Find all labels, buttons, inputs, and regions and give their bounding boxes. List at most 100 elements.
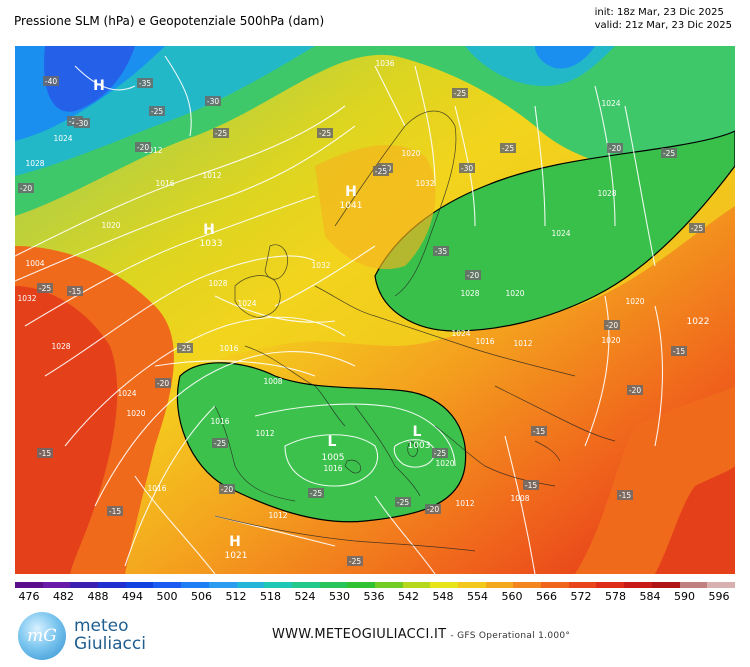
isobar-label: 1012 — [255, 429, 274, 438]
scale-swatch — [568, 582, 597, 588]
temperature-label: -30 — [74, 118, 90, 128]
temperature-label: -25 — [149, 106, 165, 116]
temperature-label: -15 — [671, 346, 687, 356]
temperature-label: -25 — [432, 448, 448, 458]
temperature-label: -25 — [661, 148, 677, 158]
valid-time: valid: 21z Mar, 23 Dic 2025 — [594, 20, 732, 31]
svg-text:-25: -25 — [319, 129, 331, 138]
isobar-label: 1032 — [415, 179, 434, 188]
centre-value: 1021 — [225, 551, 248, 561]
temperature-label: -20 — [465, 270, 481, 280]
temperature-label: -15 — [617, 490, 633, 500]
scale-swatch — [596, 582, 625, 588]
svg-text:-25: -25 — [349, 557, 361, 566]
centre-value: 1022 — [687, 317, 710, 327]
scale-tick-label: 548 — [432, 590, 454, 603]
temperature-label: -20 — [155, 378, 171, 388]
scale-swatch — [70, 582, 99, 588]
scale-swatch — [125, 582, 154, 588]
isobar-labels: 1024 1012 1028 1016 1004 1032 1028 1024 1016 1020… — [17, 59, 644, 520]
svg-text:-25: -25 — [214, 439, 226, 448]
centre-value: 1033 — [200, 239, 223, 249]
isobar-label: 1012 — [202, 171, 221, 180]
scale-tick-label: 584 — [639, 590, 661, 603]
scale-swatch — [624, 582, 652, 588]
scale-tick-label: 494 — [122, 590, 143, 603]
colour-scale — [15, 582, 735, 588]
svg-text:-25: -25 — [39, 284, 51, 293]
scale-swatch — [347, 582, 375, 588]
isobar-label: 1012 — [268, 511, 287, 520]
scale-tick-label: 578 — [605, 590, 626, 603]
temperature-label: -25 — [212, 438, 228, 448]
svg-text:-25: -25 — [663, 149, 675, 158]
scale-tick-label: 476 — [18, 590, 40, 603]
temperature-label: -25 — [500, 143, 516, 153]
meteogiuliacci-logo: mG — [18, 612, 66, 660]
init-time: init: 18z Mar, 23 Dic 2025 — [594, 7, 724, 18]
isobar-label: 1012 — [455, 499, 474, 508]
temperature-label: -20 — [607, 143, 623, 153]
scale-tick-label: 542 — [398, 590, 419, 603]
scale-tick-label: 560 — [501, 590, 523, 603]
temperature-label: -35 — [137, 78, 153, 88]
scale-swatch — [374, 582, 403, 588]
svg-text:-30: -30 — [461, 164, 473, 173]
isobar-label: 1028 — [25, 159, 44, 168]
scale-swatch — [679, 582, 708, 588]
isobar-label: 1016 — [219, 344, 238, 353]
svg-text:-25: -25 — [215, 129, 227, 138]
temperature-label: -25 — [373, 166, 389, 176]
svg-text:-15: -15 — [39, 449, 51, 458]
isobar-label: 1020 — [101, 221, 120, 230]
scale-swatch — [651, 582, 680, 588]
run-times: init: 18z Mar, 23 Dic 2025 valid: 21z Ma… — [595, 6, 732, 32]
logo-text: mG — [27, 626, 57, 646]
temperature-label: -25 — [177, 343, 193, 353]
scale-tick-label: 554 — [467, 590, 488, 603]
isobar-label: 1024 — [551, 229, 570, 238]
isobar-label: 1036 — [375, 59, 394, 68]
isobar-label: 1028 — [460, 289, 479, 298]
ridge-scandinavia — [315, 145, 436, 270]
svg-text:-30: -30 — [207, 97, 219, 106]
scale-swatch — [402, 582, 431, 588]
svg-text:-25: -25 — [502, 144, 514, 153]
band-east-core — [535, 46, 595, 69]
scale-swatch — [513, 582, 542, 588]
scale-swatch — [236, 582, 265, 588]
centre-letter: L — [413, 424, 422, 440]
website-footer: WWW.METEOGIULIACCI.IT - GFS Operational 1… — [272, 627, 570, 642]
scale-swatch — [319, 582, 348, 588]
scale-tick-label: 524 — [294, 590, 316, 603]
temperature-label: -30 — [459, 163, 475, 173]
svg-text:-15: -15 — [533, 427, 545, 436]
temperature-label: -30 — [205, 96, 221, 106]
isobar-label: 1024 — [451, 329, 470, 338]
svg-text:-20: -20 — [427, 505, 439, 514]
centre-letter: H — [345, 184, 357, 200]
scale-swatch — [15, 582, 43, 588]
scale-swatch — [264, 582, 292, 588]
scale-tick-label: 572 — [570, 590, 592, 603]
svg-text:-15: -15 — [673, 347, 685, 356]
isobar-label: 1024 — [237, 299, 256, 308]
weather-map: H H 1041 H 1033 L 1005 L 1003 H 1021 102… — [15, 46, 735, 574]
isobar-label: 1016 — [147, 484, 166, 493]
temperature-label: -25 — [213, 128, 229, 138]
scale-swatch — [707, 582, 735, 588]
scale-swatch — [181, 582, 209, 588]
isobar-label: 1020 — [505, 289, 524, 298]
pressure-centres: H H 1041 H 1033 L 1005 L 1003 H 1021 102… — [93, 78, 709, 561]
svg-text:-15: -15 — [69, 287, 81, 296]
isobar-label: 1028 — [597, 189, 616, 198]
scale-tick-label: 512 — [225, 590, 247, 603]
model-name: - GFS Operational 1.000° — [450, 631, 571, 641]
centre-letter: H — [229, 534, 241, 550]
isobar-label: 1016 — [323, 464, 342, 473]
svg-text:-35: -35 — [139, 79, 151, 88]
svg-text:-15: -15 — [619, 491, 631, 500]
svg-text:-20: -20 — [606, 321, 618, 330]
isobar-label: 1016 — [475, 337, 494, 346]
isobar-label: 1028 — [208, 279, 227, 288]
